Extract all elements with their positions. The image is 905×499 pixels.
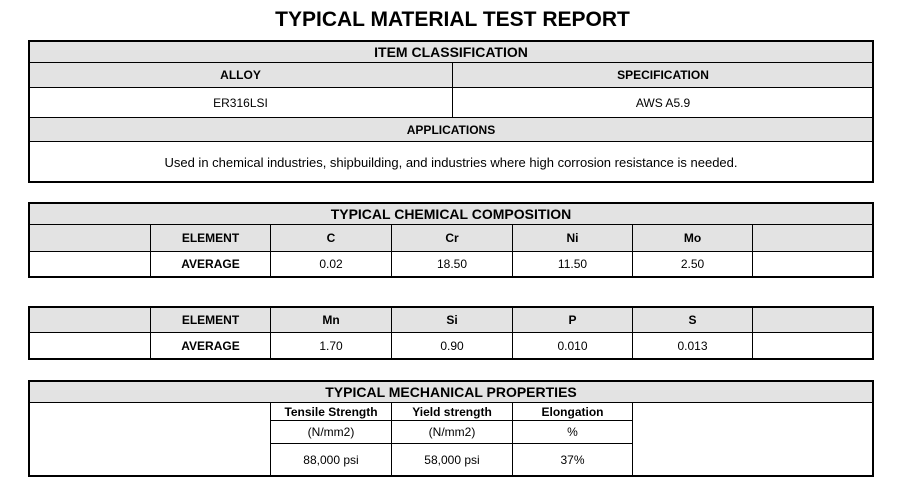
element-p: P bbox=[512, 306, 633, 333]
mechanical-heading: TYPICAL MECHANICAL PROPERTIES bbox=[28, 380, 874, 403]
report-title: TYPICAL MATERIAL TEST REPORT bbox=[275, 8, 630, 31]
elongation-value: 37% bbox=[512, 443, 633, 476]
element-cr: Cr bbox=[391, 224, 513, 252]
value-si: 0.90 bbox=[391, 332, 513, 359]
blank-cell bbox=[28, 332, 151, 359]
value-ni: 11.50 bbox=[512, 251, 633, 277]
value-p: 0.010 bbox=[512, 332, 633, 359]
yield-value: 58,000 psi bbox=[391, 443, 513, 476]
value-mo: 2.50 bbox=[632, 251, 753, 277]
average-label: AVERAGE bbox=[150, 251, 271, 277]
blank-cell bbox=[28, 224, 151, 252]
yield-unit: (N/mm2) bbox=[391, 420, 513, 444]
element-mo: Mo bbox=[632, 224, 753, 252]
applications-label: APPLICATIONS bbox=[28, 117, 874, 142]
element-label: ELEMENT bbox=[150, 224, 271, 252]
blank-cell bbox=[752, 251, 874, 277]
blank-cell bbox=[632, 402, 874, 476]
blank-cell bbox=[28, 251, 151, 277]
value-cr: 18.50 bbox=[391, 251, 513, 277]
blank-cell bbox=[752, 332, 874, 359]
element-c: C bbox=[270, 224, 392, 252]
element-label: ELEMENT bbox=[150, 306, 271, 333]
tensile-strength-label: Tensile Strength bbox=[270, 402, 392, 421]
alloy-label: ALLOY bbox=[28, 62, 453, 88]
element-si: Si bbox=[391, 306, 513, 333]
tensile-value: 88,000 psi bbox=[270, 443, 392, 476]
element-mn: Mn bbox=[270, 306, 392, 333]
elongation-unit: % bbox=[512, 420, 633, 444]
elongation-label: Elongation bbox=[512, 402, 633, 421]
applications-text: Used in chemical industries, shipbuildin… bbox=[28, 141, 874, 183]
chemical-heading: TYPICAL CHEMICAL COMPOSITION bbox=[28, 202, 874, 225]
element-ni: Ni bbox=[512, 224, 633, 252]
tensile-unit: (N/mm2) bbox=[270, 420, 392, 444]
value-c: 0.02 bbox=[270, 251, 392, 277]
average-label: AVERAGE bbox=[150, 332, 271, 359]
blank-cell bbox=[28, 306, 151, 333]
alloy-value: ER316LSI bbox=[28, 87, 453, 118]
blank-cell bbox=[28, 402, 271, 476]
yield-strength-label: Yield strength bbox=[391, 402, 513, 421]
blank-cell bbox=[752, 306, 874, 333]
specification-value: AWS A5.9 bbox=[452, 87, 874, 118]
classification-heading: ITEM CLASSIFICATION bbox=[28, 40, 874, 63]
blank-cell bbox=[752, 224, 874, 252]
element-s: S bbox=[632, 306, 753, 333]
value-mn: 1.70 bbox=[270, 332, 392, 359]
specification-label: SPECIFICATION bbox=[452, 62, 874, 88]
value-s: 0.013 bbox=[632, 332, 753, 359]
